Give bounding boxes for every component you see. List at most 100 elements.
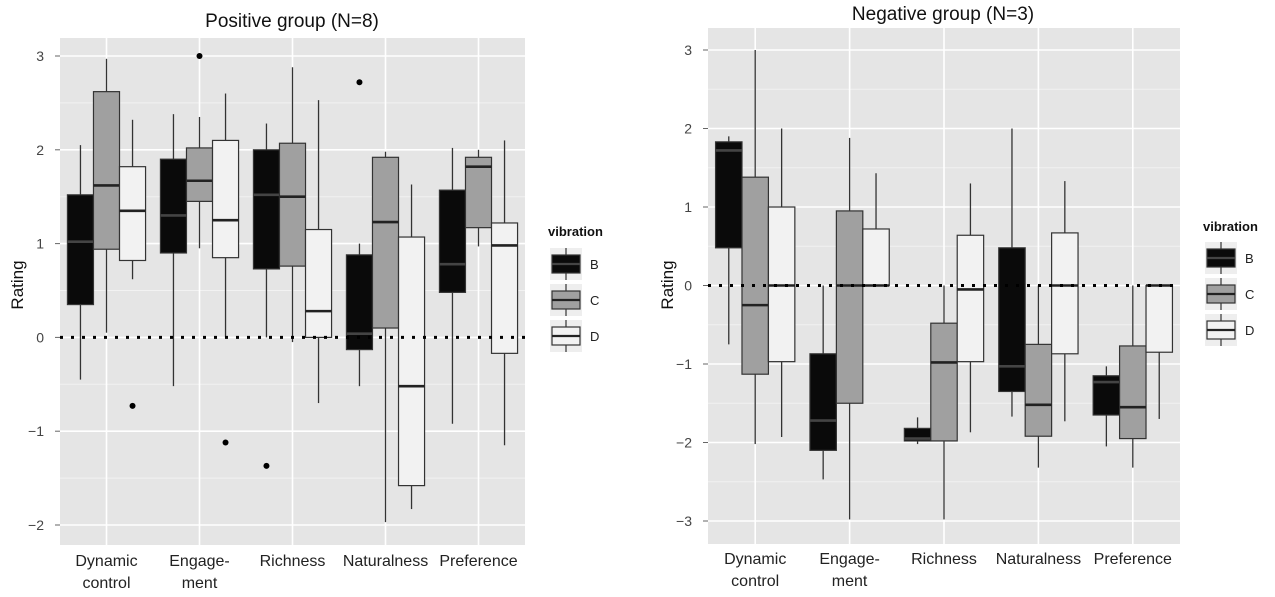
box-body xyxy=(862,228,890,287)
box-body xyxy=(252,149,281,270)
x-tick-label: Dynamic xyxy=(75,553,137,570)
outlier-point xyxy=(222,439,229,446)
y-tick-label: −1 xyxy=(676,356,692,372)
legend: vibration B C D xyxy=(548,224,603,352)
legend-label-C: C xyxy=(590,293,599,308)
box-D-5 xyxy=(490,140,519,446)
box-C-5 xyxy=(464,149,493,247)
y-tick-label: −3 xyxy=(676,513,692,529)
y-tick-label: 3 xyxy=(684,42,692,58)
outlier-point xyxy=(356,79,363,86)
box-body xyxy=(438,189,467,293)
box-body xyxy=(741,176,770,375)
box-body xyxy=(118,166,147,262)
x-tick-label: Naturalness xyxy=(996,551,1081,568)
box-C-3 xyxy=(930,285,958,520)
box-D-1 xyxy=(767,128,796,438)
box-B-4 xyxy=(345,79,374,387)
box-B-5 xyxy=(1092,366,1121,447)
box-body xyxy=(92,91,121,250)
chart-1: 3 2 1 0 −1 −2 Dynamic control Engage-ment Richnes… xyxy=(8,11,603,592)
box-body xyxy=(1024,343,1053,437)
box-body xyxy=(185,147,214,202)
outlier-point xyxy=(196,53,203,59)
x-tick-label: control xyxy=(731,573,779,590)
x-tick-label: Naturalness xyxy=(343,553,428,570)
x-tick-label: Richness xyxy=(911,551,977,568)
box-body xyxy=(464,156,493,229)
x-tick-label: ment xyxy=(832,573,868,590)
y-tick-label: −2 xyxy=(676,435,692,451)
box-D-2 xyxy=(211,93,240,446)
y-axis-label: Rating xyxy=(8,260,27,309)
chart-title: Positive group (N=8) xyxy=(205,11,379,32)
box-body xyxy=(1118,345,1147,440)
legend-label-D: D xyxy=(590,329,599,344)
box-body xyxy=(278,142,307,267)
legend-label-D: D xyxy=(1245,323,1254,338)
y-tick-label: −2 xyxy=(28,517,44,533)
y-tick-label: 2 xyxy=(684,121,692,137)
box-B-5 xyxy=(438,147,467,424)
box-body xyxy=(956,234,985,363)
y-axis-label: Rating xyxy=(658,260,677,309)
box-body xyxy=(1145,284,1174,353)
box-C-3 xyxy=(278,67,307,343)
y-tick-label: 1 xyxy=(36,236,44,252)
box-body xyxy=(835,210,864,404)
y-tick-label: 2 xyxy=(36,142,44,158)
box-D-2 xyxy=(862,173,890,287)
y-tick-label: −1 xyxy=(28,423,44,439)
box-body xyxy=(998,247,1026,393)
box-B-4 xyxy=(998,128,1026,417)
box-B-2 xyxy=(809,285,837,480)
legend-title: vibration xyxy=(548,224,603,239)
box-C-5 xyxy=(1118,285,1147,468)
outlier-point xyxy=(129,402,136,409)
box-D-1 xyxy=(118,119,147,409)
box-D-3 xyxy=(304,100,333,404)
chart-title: Negative group (N=3) xyxy=(852,4,1034,25)
box-D-4 xyxy=(397,184,426,510)
box-B-2 xyxy=(159,114,188,387)
legend: vibration B C D xyxy=(1203,219,1258,346)
outlier-point xyxy=(263,462,270,469)
chart-2: 3 2 1 0 −1 −2 −3 Dynamic control Engage-ment Richn… xyxy=(658,4,1258,590)
box-body xyxy=(371,156,400,329)
box-body xyxy=(159,158,188,254)
x-tick-label: Preference xyxy=(439,553,517,570)
y-tick-label: 3 xyxy=(36,48,44,64)
legend-title: vibration xyxy=(1203,219,1258,234)
box-C-4 xyxy=(371,151,400,523)
legend-label-B: B xyxy=(1245,251,1254,266)
box-body xyxy=(714,141,743,249)
box-body xyxy=(211,139,240,259)
x-tick-label: control xyxy=(82,575,130,592)
box-body xyxy=(304,228,333,339)
legend-label-C: C xyxy=(1245,287,1254,302)
x-tick-label: ment xyxy=(182,575,218,592)
x-tick-label: Dynamic xyxy=(724,551,786,568)
box-C-2 xyxy=(835,137,864,520)
x-tick-label: Richness xyxy=(260,553,326,570)
box-body xyxy=(809,353,837,451)
box-body xyxy=(345,254,374,351)
x-tick-label: Engage- xyxy=(169,553,230,570)
box-C-1 xyxy=(741,50,770,445)
box-body xyxy=(397,236,426,487)
legend-label-B: B xyxy=(590,257,599,272)
box-body xyxy=(1051,232,1079,355)
box-C-1 xyxy=(92,58,121,333)
box-C-4 xyxy=(1024,285,1053,468)
y-tick-label: 0 xyxy=(36,329,44,345)
box-body xyxy=(66,194,95,306)
box-body xyxy=(930,322,958,442)
box-body xyxy=(490,222,519,354)
box-D-5 xyxy=(1145,284,1174,419)
x-tick-label: Engage- xyxy=(819,551,880,568)
y-tick-label: 1 xyxy=(684,199,692,215)
box-C-2 xyxy=(185,53,214,249)
box-B-1 xyxy=(714,136,743,345)
x-tick-label: Preference xyxy=(1094,551,1172,568)
